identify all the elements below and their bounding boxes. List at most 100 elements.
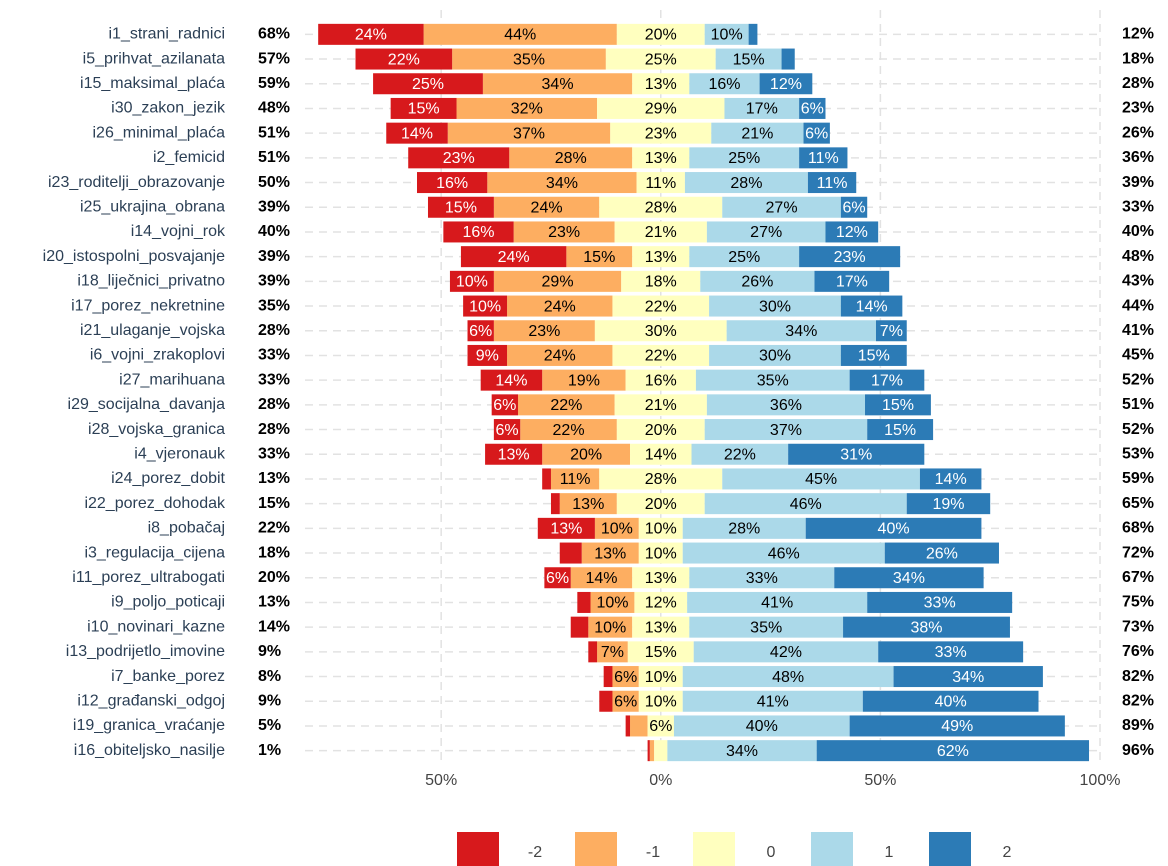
- data-label: 20%: [645, 422, 677, 439]
- category-label: i1_strani_radnici: [108, 26, 225, 43]
- bar-segment: [612, 690, 639, 712]
- bar-segment: [443, 221, 514, 243]
- bar-segment: [491, 394, 519, 416]
- data-label: 15%: [645, 644, 677, 661]
- bar-segment: [654, 740, 668, 762]
- data-label: 22%: [388, 51, 420, 68]
- data-label: 24%: [498, 249, 530, 266]
- high-total: 82%: [1122, 668, 1154, 685]
- data-label: 23%: [548, 224, 580, 241]
- data-label: 37%: [513, 125, 545, 142]
- bar-segment: [867, 419, 934, 441]
- bar-segment: [709, 344, 841, 366]
- low-total: 33%: [258, 371, 290, 388]
- category-label: i16_obiteljsko_nasilje: [74, 742, 225, 759]
- high-total: 82%: [1122, 692, 1154, 709]
- bar-segment: [799, 147, 848, 169]
- low-total: 59%: [258, 75, 290, 92]
- bar-segment: [386, 122, 448, 144]
- data-label: 45%: [805, 471, 837, 488]
- data-label: 41%: [761, 595, 793, 612]
- low-total: 22%: [258, 520, 290, 537]
- bar-segment: [493, 419, 521, 441]
- high-total: 59%: [1122, 470, 1154, 487]
- data-label: 28%: [645, 471, 677, 488]
- bar-segment: [605, 48, 716, 70]
- bar-segment: [632, 616, 690, 638]
- bar-segment: [616, 419, 705, 441]
- data-label: 40%: [935, 693, 967, 710]
- high-total: 18%: [1122, 50, 1154, 67]
- data-label: 22%: [645, 348, 677, 365]
- bar-segment: [878, 641, 1024, 663]
- data-label: 31%: [840, 446, 872, 463]
- data-label: 12%: [836, 224, 868, 241]
- data-label: 21%: [741, 125, 773, 142]
- data-label: 6%: [801, 101, 824, 118]
- bar-segment: [647, 740, 650, 762]
- bar-segment: [463, 295, 508, 317]
- bar-segment: [493, 270, 622, 292]
- bar-segment: [867, 591, 1013, 613]
- bar-segment: [452, 48, 606, 70]
- high-total: 52%: [1122, 371, 1154, 388]
- bar-segment: [693, 641, 879, 663]
- high-total: 26%: [1122, 124, 1154, 141]
- data-label: 49%: [941, 718, 973, 735]
- data-label: 26%: [741, 274, 773, 291]
- data-label: 20%: [645, 27, 677, 44]
- data-label: 27%: [750, 224, 782, 241]
- category-label: i13_podrijetlo_imovine: [66, 643, 225, 660]
- bar-segment: [632, 567, 690, 589]
- high-total: 36%: [1122, 149, 1154, 166]
- high-total: 28%: [1122, 75, 1154, 92]
- bar-segment: [507, 344, 613, 366]
- bar-segment: [695, 369, 850, 391]
- data-label: 6%: [614, 693, 637, 710]
- data-label: 35%: [750, 619, 782, 636]
- data-label: 26%: [926, 545, 958, 562]
- bar-segment: [759, 73, 813, 95]
- bar-segment: [550, 468, 600, 490]
- data-label: 11%: [560, 471, 591, 488]
- bar-segment: [781, 48, 795, 70]
- bar-segment: [906, 493, 991, 515]
- data-label: 13%: [645, 619, 677, 636]
- data-label: 16%: [645, 372, 677, 389]
- data-label: 23%: [645, 125, 677, 142]
- bar-segment: [724, 97, 800, 119]
- low-total: 51%: [258, 149, 290, 166]
- data-label: 6%: [842, 199, 865, 216]
- low-total: 5%: [258, 717, 281, 734]
- data-label: 24%: [544, 348, 576, 365]
- bar-segment: [788, 443, 925, 465]
- category-label: i19_granica_vraćanje: [73, 717, 225, 734]
- data-label: 33%: [924, 595, 956, 612]
- category-label: i10_novinari_kazne: [87, 618, 225, 635]
- bar-segment: [373, 73, 483, 95]
- bar-segment: [542, 443, 631, 465]
- bar-segment: [603, 666, 613, 688]
- bar-segment: [570, 616, 589, 638]
- category-label: i27_marihuana: [119, 371, 225, 388]
- data-label: 19%: [568, 372, 600, 389]
- bar-segment: [799, 97, 826, 119]
- bar-segment: [667, 740, 817, 762]
- data-label: 10%: [469, 298, 501, 315]
- data-label: 14%: [401, 125, 433, 142]
- category-label: i24_porez_dobit: [111, 470, 225, 487]
- bar-segment: [581, 542, 639, 564]
- legend-swatch: [693, 832, 735, 866]
- category-label: i7_banke_porez: [111, 668, 225, 685]
- bar-segment: [632, 73, 690, 95]
- bar-segment: [704, 419, 868, 441]
- category-label: i21_ulaganje_vojska: [80, 322, 225, 339]
- data-label: 7%: [601, 644, 624, 661]
- legend-swatch: [575, 832, 617, 866]
- data-label: 6%: [546, 570, 569, 587]
- data-label: 19%: [932, 496, 964, 513]
- data-label: 10%: [711, 27, 743, 44]
- low-total: 13%: [258, 470, 290, 487]
- data-label: 37%: [770, 422, 802, 439]
- bar-segment: [559, 493, 617, 515]
